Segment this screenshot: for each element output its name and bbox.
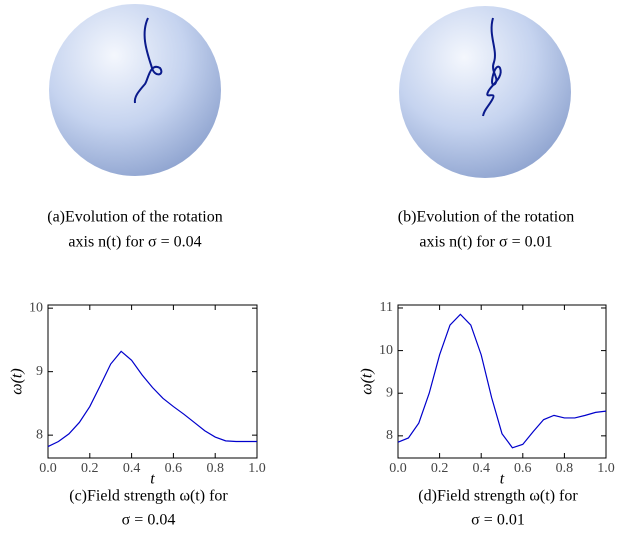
- x-tick-label: 0.4: [472, 461, 490, 476]
- sphere: [399, 6, 571, 178]
- y-axis-label: ω(t): [9, 368, 26, 394]
- x-tick-label: 1.0: [248, 461, 266, 476]
- x-tick-label: 0.4: [123, 461, 141, 476]
- x-axis-label: t: [150, 471, 155, 488]
- axes-frame: [397, 304, 607, 459]
- caption-line: axis n(t) for σ = 0.01: [419, 234, 552, 251]
- rotation-axis-curve: [482, 17, 502, 117]
- line-series: [47, 350, 257, 448]
- axes-frame: [47, 304, 258, 459]
- y-tick-label: 10: [379, 343, 393, 358]
- caption-line: (d)Field strength ω(t) for: [418, 488, 578, 505]
- caption-line: (c)Field strength ω(t) for: [69, 488, 228, 505]
- x-tick-label: 0.8: [206, 461, 224, 476]
- x-tick-label: 0.2: [431, 461, 449, 476]
- y-axis-label: ω(t): [359, 368, 376, 394]
- y-tick-label: 9: [36, 364, 43, 379]
- x-tick-label: 0.8: [556, 461, 574, 476]
- x-tick-label: 0.2: [81, 461, 99, 476]
- x-axis-label: t: [500, 471, 505, 488]
- x-tick-label: 0.6: [514, 461, 532, 476]
- caption-line: σ = 0.01: [471, 512, 525, 529]
- x-tick-label: 1.0: [597, 461, 615, 476]
- y-tick-label: 8: [386, 428, 393, 443]
- x-tick-label: 0.0: [39, 461, 57, 476]
- y-tick-label: 9: [386, 385, 393, 400]
- x-tick-label: 0.6: [165, 461, 183, 476]
- caption-line: axis n(t) for σ = 0.04: [68, 234, 201, 251]
- y-tick-label: 11: [380, 300, 393, 315]
- y-tick-label: 8: [36, 427, 43, 442]
- line-series: [397, 313, 607, 449]
- x-tick-label: 0.0: [389, 461, 407, 476]
- rotation-axis-curve: [133, 17, 163, 104]
- caption-line: (b)Evolution of the rotation: [398, 209, 574, 226]
- caption-line: σ = 0.04: [122, 512, 176, 529]
- y-tick-label: 10: [29, 300, 43, 315]
- sphere: [49, 4, 221, 176]
- caption-line: (a)Evolution of the rotation: [47, 209, 223, 226]
